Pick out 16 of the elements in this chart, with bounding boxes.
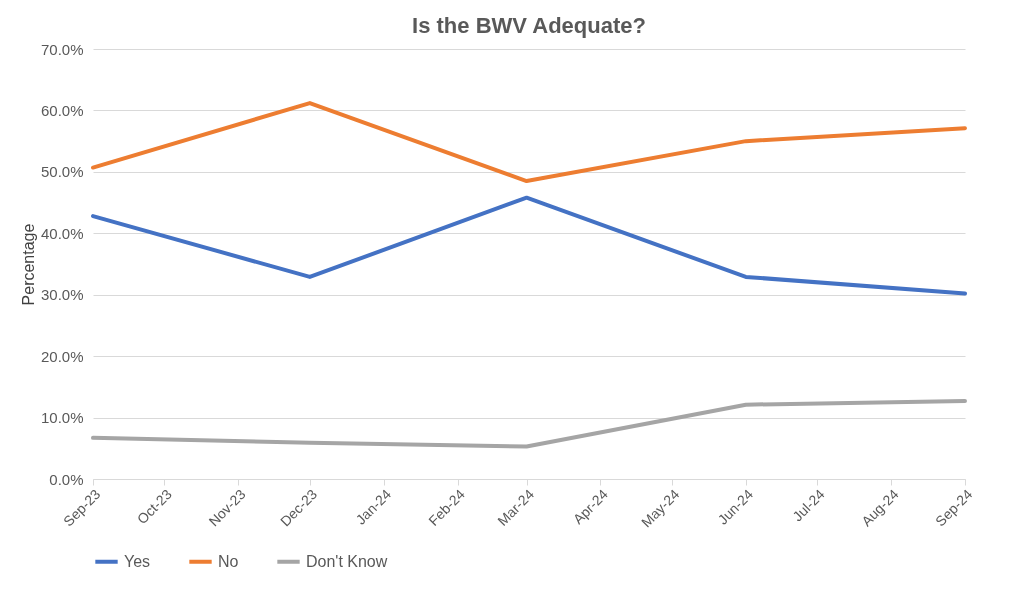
line-series bbox=[91, 195, 967, 296]
line-series bbox=[91, 398, 967, 449]
legend-label: Don't Know bbox=[306, 552, 388, 570]
y-tick-label: 40.0% bbox=[40, 224, 84, 242]
y-tick-label: 10.0% bbox=[40, 409, 84, 427]
y-tick-label: 20.0% bbox=[40, 347, 84, 365]
y-tick-label: 60.0% bbox=[40, 101, 84, 119]
y-tick-label: 50.0% bbox=[40, 163, 84, 181]
legend-label: Yes bbox=[124, 552, 151, 570]
line-series bbox=[91, 101, 967, 184]
legend-label: No bbox=[218, 552, 239, 570]
y-axis-title: Percentage bbox=[19, 223, 37, 306]
y-tick-label: 0.0% bbox=[49, 470, 84, 488]
y-tick-label: 70.0% bbox=[40, 40, 84, 58]
chart-title: Is the BWV Adequate? bbox=[412, 13, 646, 38]
y-tick-label: 30.0% bbox=[40, 286, 84, 304]
